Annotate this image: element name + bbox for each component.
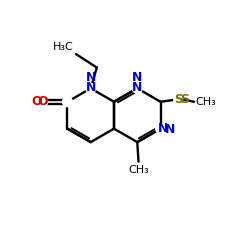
Text: N: N	[86, 81, 96, 94]
Text: H₃C: H₃C	[53, 42, 74, 52]
Text: CH₃: CH₃	[128, 165, 149, 175]
Text: O: O	[32, 95, 42, 108]
Text: S: S	[174, 93, 183, 106]
Text: N: N	[158, 122, 169, 135]
Circle shape	[174, 95, 182, 104]
Text: S: S	[180, 93, 189, 106]
Circle shape	[62, 97, 72, 107]
Text: N: N	[132, 71, 142, 84]
Circle shape	[37, 96, 48, 107]
Text: N: N	[86, 71, 96, 84]
Circle shape	[132, 84, 142, 93]
Circle shape	[86, 84, 96, 93]
Text: CH₃: CH₃	[195, 97, 216, 107]
Text: N: N	[165, 124, 175, 136]
Text: N: N	[132, 81, 142, 94]
Text: O: O	[37, 95, 48, 108]
Circle shape	[156, 124, 166, 134]
